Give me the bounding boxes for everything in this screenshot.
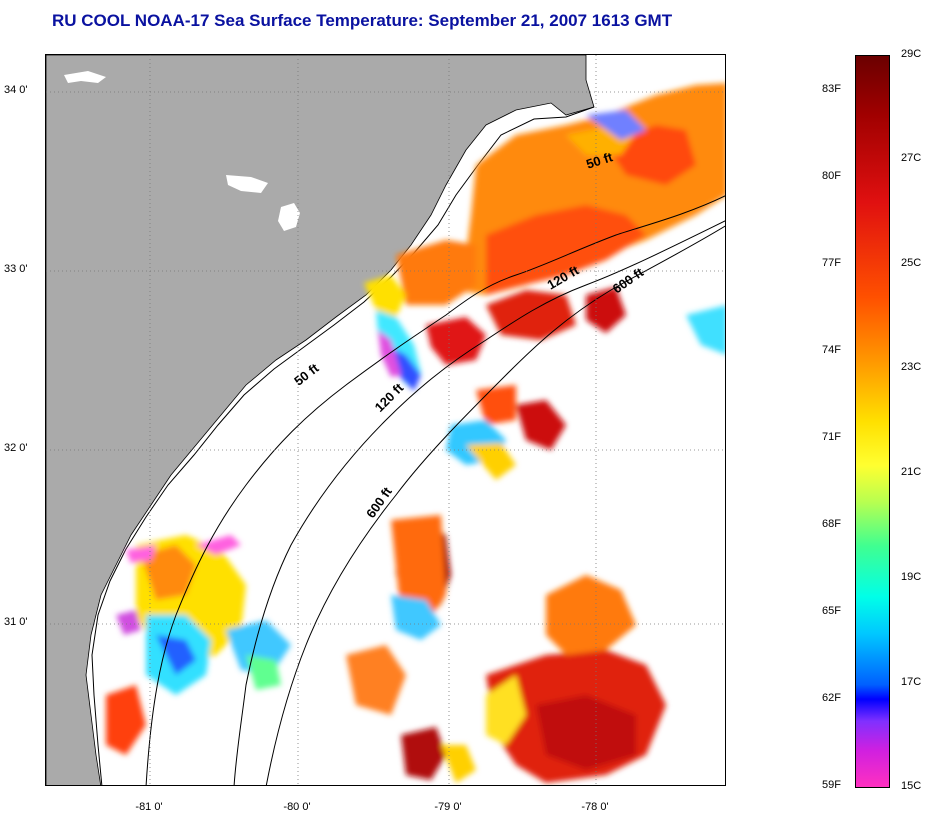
lat-label-34: 34 0' <box>4 84 28 96</box>
colorbar-f-68: 68F <box>822 518 841 530</box>
lon-label-81: -81 0' <box>135 801 163 813</box>
map-title: RU COOL NOAA-17 Sea Surface Temperature:… <box>52 11 673 30</box>
colorbar-f-59: 59F <box>822 779 841 791</box>
lon-label-79: -79 0' <box>434 801 462 813</box>
graticule <box>46 55 725 785</box>
lon-label-80: -80 0' <box>283 801 311 813</box>
colorbar-c-17: 17C <box>901 676 922 688</box>
colorbar-f-77: 77F <box>822 257 841 269</box>
colorbar-f-71: 71F <box>822 431 841 443</box>
colorbar-c-27: 27C <box>901 152 922 164</box>
colorbar-c-23: 23C <box>901 361 922 373</box>
colorbar-c-21: 21C <box>901 466 922 478</box>
land-mass <box>46 55 595 785</box>
colorbar-f-74: 74F <box>822 344 841 356</box>
inland-water <box>64 71 300 231</box>
sst-map[interactable]: 50 ft 120 ft 600 ft 50 ft 120 ft 600 ft <box>45 54 726 786</box>
map-canvas <box>46 55 725 785</box>
colorbar-c-29: 29C <box>901 48 922 60</box>
sst-patches <box>106 83 725 783</box>
colorbar-f-83: 83F <box>822 83 841 95</box>
colorbar-c-15: 15C <box>901 780 922 792</box>
colorbar-c-19: 19C <box>901 571 922 583</box>
lon-label-78: -78 0' <box>581 801 609 813</box>
lat-label-33: 33 0' <box>4 263 28 275</box>
colorbar-c-25: 25C <box>901 257 922 269</box>
isobaths <box>145 195 725 785</box>
temperature-colorbar <box>855 55 890 788</box>
colorbar-f-80: 80F <box>822 170 841 182</box>
lat-label-31: 31 0' <box>4 616 28 628</box>
colorbar-f-62: 62F <box>822 692 841 704</box>
colorbar-f-65: 65F <box>822 605 841 617</box>
lat-label-32: 32 0' <box>4 442 28 454</box>
